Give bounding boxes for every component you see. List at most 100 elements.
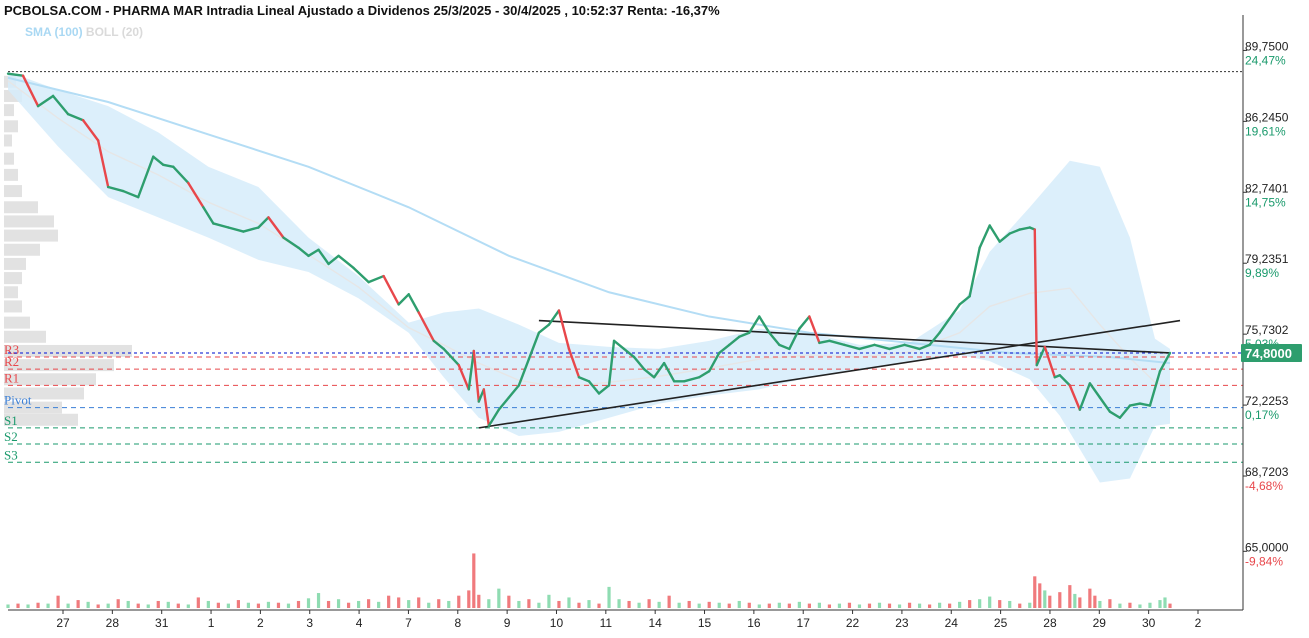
x-tick-label: 16 [747, 616, 761, 630]
volume-bar [767, 603, 771, 608]
volume-profile-bar [4, 257, 26, 270]
price-segment [472, 349, 481, 403]
price-segment [1148, 369, 1162, 407]
volume-bar [472, 553, 476, 608]
sma-series-line [7, 76, 1171, 365]
volume-bar [507, 595, 511, 608]
volume-bar [26, 604, 30, 608]
volume-bar [146, 604, 150, 608]
x-tick-label: 11 [600, 616, 613, 630]
price-segment [998, 232, 1011, 243]
volume-bar [567, 597, 571, 608]
y-tick-percent: -9,84% [1245, 554, 1283, 568]
price-segment [858, 343, 876, 351]
volume-bar [807, 603, 811, 608]
price-segment [587, 380, 601, 395]
y-tick-percent: -4,68% [1245, 479, 1283, 493]
volume-bar [587, 600, 591, 608]
volume-bar [727, 603, 731, 608]
price-segment [567, 347, 581, 379]
price-segment [948, 303, 961, 320]
volume-profile [4, 75, 132, 426]
price-segment [1058, 374, 1072, 387]
volume-bar [627, 600, 631, 608]
price-segment [1138, 402, 1152, 407]
price-segment [417, 311, 435, 343]
volume-bar [1078, 597, 1082, 608]
volume-bar [978, 599, 982, 608]
volume-bar [46, 603, 50, 608]
x-tick-label: 25 [994, 616, 1008, 630]
price-segment [1128, 402, 1142, 407]
x-tick-label: 8 [454, 616, 461, 630]
x-tick-label: 7 [405, 616, 412, 630]
volume-bar [276, 602, 281, 608]
volume-bar [1068, 585, 1072, 608]
price-segment [106, 185, 125, 193]
price-segment [152, 155, 165, 166]
volume-bar [76, 600, 80, 608]
bollinger-area [8, 71, 1170, 483]
x-tick-label: 31 [155, 616, 169, 630]
price-segment [527, 331, 541, 361]
price-segment [367, 274, 385, 284]
price-segment [778, 343, 791, 351]
y-tick-label: 68,7203 [1245, 465, 1289, 479]
price-segment [768, 331, 781, 347]
price-segment [607, 339, 616, 387]
volume-bar [797, 601, 801, 608]
volume-bar [437, 599, 441, 608]
volume-bar [847, 602, 852, 608]
volume-bar [827, 604, 832, 608]
volume-bar [1073, 593, 1077, 608]
volume-bar [166, 601, 170, 608]
volume-bar [737, 600, 741, 608]
volume-bar [707, 601, 711, 608]
price-segment [457, 363, 470, 391]
volume-bar [16, 603, 20, 608]
volume-bar [1168, 603, 1172, 608]
pivot-label-s1: S1 [4, 413, 18, 428]
price-segment [282, 236, 300, 249]
volume-profile-bar [4, 185, 22, 198]
axes [8, 15, 1244, 611]
price-segment [1033, 228, 1038, 367]
volume-bar [597, 603, 601, 608]
volume-bar [617, 599, 621, 608]
price-segment [517, 357, 531, 387]
volume-bar [326, 600, 331, 608]
x-tick-label: 22 [846, 616, 860, 630]
volume-profile-bar [4, 316, 30, 329]
volume-profile-bar [4, 413, 78, 426]
volume-profile-bar [4, 243, 40, 256]
volume-bar [477, 594, 481, 608]
volume-bar [216, 602, 220, 608]
price-segment [958, 295, 971, 306]
volume-bar [1108, 599, 1112, 608]
volume-bar [998, 600, 1002, 608]
price-segment [547, 309, 561, 326]
x-tick-label: 28 [106, 616, 120, 630]
volume-bar [457, 595, 461, 608]
price-segment [1098, 396, 1112, 413]
volume-bar [747, 602, 751, 608]
price-segment [843, 343, 861, 351]
volume-bar [527, 599, 531, 608]
volume-bar [968, 600, 972, 608]
volume-profile-bar [4, 215, 54, 228]
sma-line [7, 76, 1171, 365]
price-segment [96, 139, 110, 189]
price-segment [352, 266, 370, 284]
volume-bar [357, 600, 361, 608]
price-segment [397, 293, 410, 306]
price-segment [708, 351, 721, 373]
volume-profile-bar [4, 201, 38, 214]
volume-profile-bar [4, 272, 22, 285]
x-tick-label: 24 [945, 616, 959, 630]
price-segment [888, 343, 906, 351]
volume-profile-bar [4, 344, 132, 357]
pivot-label-pivot: Pivot [4, 393, 32, 408]
volume-bar [417, 597, 421, 608]
volume-bar [407, 600, 411, 608]
